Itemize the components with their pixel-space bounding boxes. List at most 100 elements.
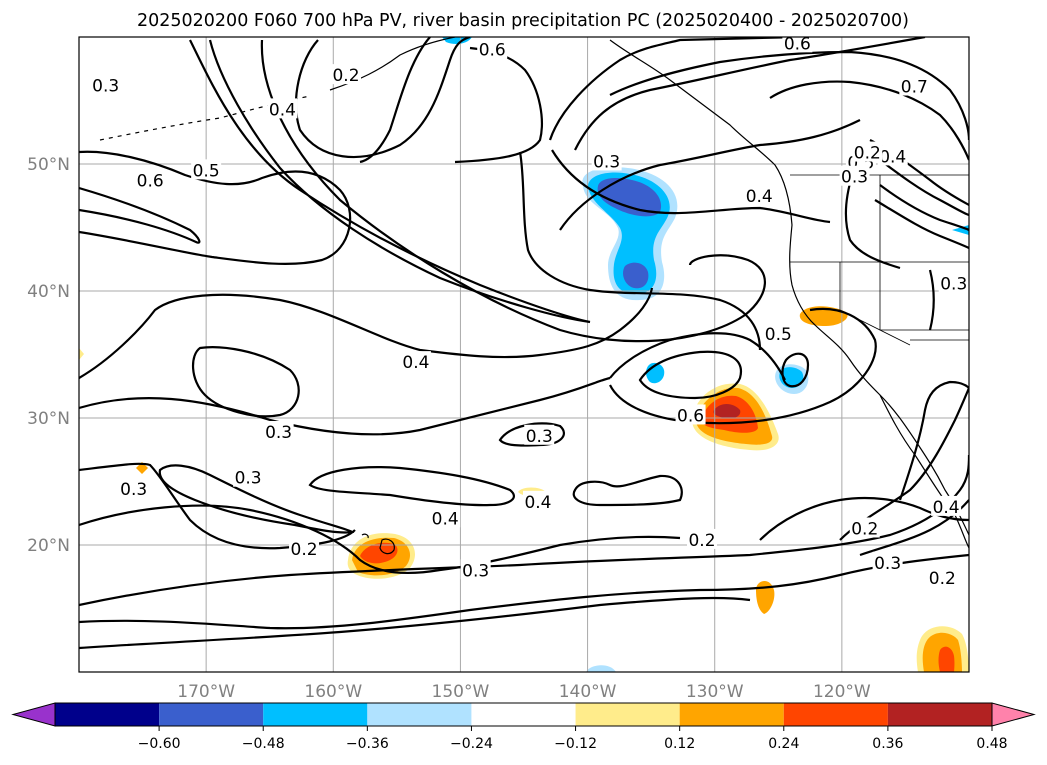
pv-contour bbox=[572, 474, 683, 507]
map-area: 0.30.40.20.60.60.5 0.30.60.70.40.5 0.40.20… bbox=[79, 34, 969, 672]
contour-label: 0.3 bbox=[460, 559, 491, 581]
pv-contour bbox=[548, 37, 801, 141]
pv-contours bbox=[79, 37, 969, 650]
colorbar-tick-label: 0.12 bbox=[664, 736, 695, 752]
colorbar: −0.60 −0.48 −0.36 −0.24 −0.12 0.12 0.24 0.36 0.4… bbox=[11, 702, 1036, 752]
svg-text:0.3: 0.3 bbox=[235, 469, 262, 489]
colorbar-tick-label: −0.48 bbox=[242, 736, 285, 752]
contour-label: 0.6 bbox=[135, 169, 166, 192]
svg-text:0.5: 0.5 bbox=[193, 161, 220, 181]
svg-text:0.3: 0.3 bbox=[265, 423, 292, 443]
pv-contour bbox=[609, 50, 969, 141]
contour-labels: 0.30.40.20.60.60.5 0.30.60.70.40.5 0.40.20… bbox=[90, 34, 969, 589]
contour-label: 0.2 bbox=[849, 517, 880, 539]
contour-label: 0.5 bbox=[763, 323, 794, 345]
contour-label: 0.3 bbox=[872, 551, 903, 574]
contour-label: 0.2 bbox=[289, 537, 320, 560]
negative-anomaly-region bbox=[597, 178, 662, 217]
pv-contour bbox=[79, 186, 201, 244]
figure-title: 2025020200 F060 700 hPa PV, river basin … bbox=[137, 11, 909, 31]
pv-contour bbox=[551, 149, 831, 224]
baja-coastline bbox=[879, 394, 969, 549]
pv-contour bbox=[769, 80, 969, 161]
colorbar-tick-label: −0.24 bbox=[450, 736, 493, 752]
svg-text:0.2: 0.2 bbox=[929, 569, 956, 589]
positive-anomaly-region bbox=[79, 348, 84, 360]
pv-contour bbox=[79, 596, 751, 650]
lat-tick-label: 30°N bbox=[27, 409, 70, 429]
svg-text:0.2: 0.2 bbox=[851, 519, 878, 539]
pv-contour bbox=[781, 352, 810, 388]
lon-tick-label: 150°W bbox=[432, 682, 490, 702]
positive-anomaly-region bbox=[360, 542, 398, 564]
colorbar-segment bbox=[55, 703, 160, 726]
lat-tick-label: 50°N bbox=[27, 155, 70, 175]
pv-contour bbox=[158, 464, 355, 534]
svg-text:0.3: 0.3 bbox=[841, 168, 868, 188]
pv-contour bbox=[609, 332, 786, 381]
colorbar-tick-label: −0.36 bbox=[346, 736, 389, 752]
colorbar-segment bbox=[471, 703, 576, 726]
svg-text:0.2: 0.2 bbox=[688, 531, 715, 551]
contour-label: 0.4 bbox=[522, 490, 553, 513]
lat-axis-labels: 50°N 40°N 30°N 20°N bbox=[27, 155, 70, 556]
pv-contour bbox=[638, 350, 743, 400]
svg-text:0.6: 0.6 bbox=[137, 172, 164, 192]
negative-anomaly-region bbox=[623, 262, 649, 289]
pv-contour bbox=[359, 37, 431, 164]
contour-label: 0.3 bbox=[839, 165, 870, 188]
contour-label: 0.2 bbox=[852, 141, 883, 164]
contour-label: 0.4 bbox=[430, 507, 461, 529]
svg-text:0.4: 0.4 bbox=[524, 493, 551, 513]
hawaii-island bbox=[361, 533, 369, 539]
pv-contour bbox=[189, 39, 591, 324]
colorbar-extend-low bbox=[11, 702, 56, 727]
svg-text:0.3: 0.3 bbox=[92, 76, 119, 96]
contour-label: 0.7 bbox=[899, 75, 930, 98]
colorbar-segment bbox=[263, 703, 368, 726]
map-frame bbox=[78, 36, 970, 673]
lon-tick-label: 130°W bbox=[686, 682, 744, 702]
svg-text:0.4: 0.4 bbox=[269, 100, 296, 120]
colorbar-tick-label: 0.48 bbox=[976, 736, 1007, 752]
colorbar-tick-label: −0.60 bbox=[138, 736, 181, 752]
negative-anomaly-region bbox=[586, 665, 616, 672]
contour-label: 0.6 bbox=[675, 404, 706, 426]
pv-contour bbox=[79, 376, 611, 436]
pv-contour bbox=[879, 184, 969, 231]
pv-contour bbox=[79, 553, 969, 630]
pv-contour bbox=[609, 307, 877, 425]
west-coast-coastline bbox=[789, 224, 969, 536]
svg-text:0.4: 0.4 bbox=[879, 147, 906, 167]
contour-label: 0.4 bbox=[744, 184, 775, 207]
contour-label: 0.3 bbox=[233, 466, 264, 489]
alaska-panhandle-coastline bbox=[609, 39, 793, 226]
svg-text:0.3: 0.3 bbox=[593, 152, 620, 172]
contour-label: 0.2 bbox=[927, 567, 958, 589]
pv-contour bbox=[79, 150, 352, 265]
svg-text:0.4: 0.4 bbox=[432, 509, 459, 529]
positive-anomaly-region bbox=[938, 646, 955, 672]
svg-text:0.6: 0.6 bbox=[784, 34, 811, 54]
contour-label: 0.3 bbox=[591, 150, 622, 172]
svg-text:0.3: 0.3 bbox=[120, 480, 147, 500]
contour-label: 0.5 bbox=[191, 159, 222, 181]
svg-text:0.7: 0.7 bbox=[901, 78, 928, 98]
svg-text:0.2: 0.2 bbox=[332, 66, 359, 86]
svg-text:0.3: 0.3 bbox=[526, 427, 553, 447]
pv-contour bbox=[839, 387, 969, 541]
pv-contour bbox=[898, 380, 969, 501]
hawaii-island bbox=[379, 538, 395, 555]
svg-text:0.2: 0.2 bbox=[854, 144, 881, 164]
svg-text:0.4: 0.4 bbox=[933, 498, 960, 518]
positive-anomaly-region bbox=[756, 580, 775, 614]
contour-label: 0.2 bbox=[331, 64, 361, 86]
svg-text:0.3: 0.3 bbox=[462, 561, 489, 581]
svg-text:0.3: 0.3 bbox=[940, 274, 967, 294]
contour-label: 0.4 bbox=[931, 495, 962, 518]
colorbar-outline bbox=[54, 702, 993, 727]
svg-text:0.4: 0.4 bbox=[402, 353, 429, 373]
lat-tick-label: 40°N bbox=[27, 282, 70, 302]
lon-tick-label: 120°W bbox=[813, 682, 871, 702]
